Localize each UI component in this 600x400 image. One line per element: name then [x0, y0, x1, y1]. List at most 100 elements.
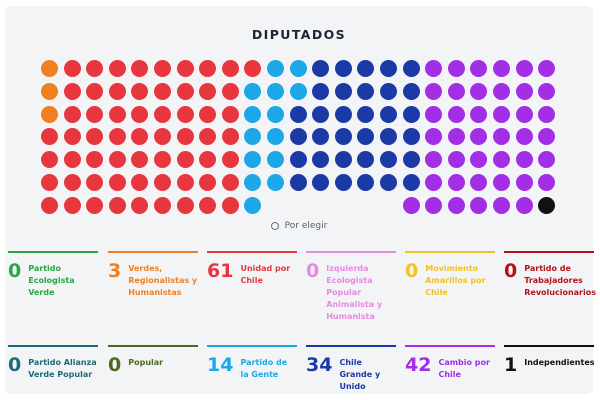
seat-dot: [244, 151, 262, 169]
party-item: 34 Chile Grande y Unido: [306, 345, 396, 393]
party-name: Independientes: [524, 358, 595, 367]
seat-dot: [176, 174, 194, 191]
seat-dot: [267, 151, 284, 169]
seat-dot: [493, 196, 510, 214]
seat-dot: [131, 60, 149, 77]
party-item: 14 Partido de la Gente: [207, 345, 297, 381]
party-name: Cambio por Chile: [438, 358, 490, 379]
seat-dot: [447, 82, 465, 100]
seat-dot: [380, 151, 397, 169]
seat-dot: [221, 151, 239, 169]
seat-dot: [108, 151, 126, 169]
seat-dot: [402, 82, 420, 100]
party-seat-count: 61: [207, 260, 234, 282]
seat-dot: [41, 105, 58, 123]
seat-dot: [334, 60, 352, 77]
seat-dot: [538, 105, 556, 123]
seat-dot: [357, 105, 375, 123]
seat-dot: [244, 196, 262, 214]
seat-dot: [538, 196, 556, 214]
seat-dot: [267, 128, 284, 146]
seat-dot: [86, 105, 104, 123]
seat-dot: [86, 174, 104, 191]
seat-dot: [380, 174, 397, 191]
seat-dot: [154, 82, 171, 100]
seat-dot: [538, 82, 556, 100]
seat-dot: [425, 128, 443, 146]
seat-dot: [86, 82, 104, 100]
party-item: 0 Izquierda Ecologista Popular Animalist…: [306, 251, 396, 323]
party-name: Movimiento Amarillos por Chile: [425, 264, 486, 297]
seat-dot: [41, 128, 58, 146]
seat-dot: [244, 128, 262, 146]
seat-dot: [108, 174, 126, 191]
party-seat-count: 34: [306, 354, 333, 376]
seat-dot: [357, 60, 375, 77]
party-item: 0 Popular: [108, 345, 198, 375]
seat-dot: [176, 60, 194, 77]
party-item: 61 Unidad por Chile: [207, 251, 297, 287]
seat-dot: [470, 105, 488, 123]
party-name: Partido de la Gente: [240, 358, 288, 379]
seat-dot: [470, 60, 488, 77]
seat-dot: [470, 196, 488, 214]
seat-dot: [63, 82, 81, 100]
seat-dot: [334, 128, 352, 146]
seat-dot: [221, 174, 239, 191]
seat-dot: [312, 128, 330, 146]
seat-dot: [402, 60, 420, 77]
seat-dot: [154, 174, 171, 191]
seat-dot: [108, 196, 126, 214]
party-seat-count: 0: [405, 260, 419, 282]
party-name: Chile Grande y Unido: [339, 358, 381, 391]
seat-dot: [131, 174, 149, 191]
seat-dot: [221, 128, 239, 146]
party-seat-count: 0: [504, 260, 518, 282]
seat-dot: [154, 128, 171, 146]
seat-dot: [267, 105, 284, 123]
seat-dot: [108, 82, 126, 100]
seat-dot: [334, 82, 352, 100]
seat-dot: [267, 82, 284, 100]
party-item: 42 Cambio por Chile: [405, 345, 495, 381]
seat-dot: [402, 128, 420, 146]
seat-dot: [63, 174, 81, 191]
seat-dot: [515, 105, 533, 123]
seat-dot: [493, 82, 510, 100]
seat-dot: [425, 105, 443, 123]
seat-dot: [63, 105, 81, 123]
seat-dot: [199, 196, 217, 214]
seat-dot: [289, 151, 307, 169]
seat-dot: [289, 82, 307, 100]
seat-dot: [267, 174, 284, 191]
seat-dot: [41, 82, 58, 100]
seat-chart: [41, 60, 571, 222]
seat-dot: [447, 174, 465, 191]
seat-dot: [289, 105, 307, 123]
party-seat-count: 14: [207, 354, 234, 376]
seat-dot: [221, 60, 239, 77]
seat-dot: [402, 105, 420, 123]
seat-dot: [425, 196, 443, 214]
seat-dot: [176, 82, 194, 100]
seat-dot: [402, 196, 420, 214]
seat-dot: [63, 60, 81, 77]
pending-legend: Por elegir: [5, 221, 593, 231]
seat-dot: [538, 128, 556, 146]
seat-dot: [493, 60, 510, 77]
seat-dot: [380, 82, 397, 100]
seat-dot: [154, 60, 171, 77]
seat-dot: [380, 105, 397, 123]
seat-dot: [221, 105, 239, 123]
seat-dot: [380, 60, 397, 77]
seat-dot: [131, 151, 149, 169]
seat-dot: [515, 128, 533, 146]
seat-dot: [176, 196, 194, 214]
seat-dot: [108, 105, 126, 123]
seat-dot: [447, 196, 465, 214]
party-seat-count: 42: [405, 354, 432, 376]
seat-dot: [538, 60, 556, 77]
seat-dot: [515, 60, 533, 77]
seat-dot: [515, 82, 533, 100]
party-name: Partido Alianza Verde Popular: [28, 358, 97, 379]
